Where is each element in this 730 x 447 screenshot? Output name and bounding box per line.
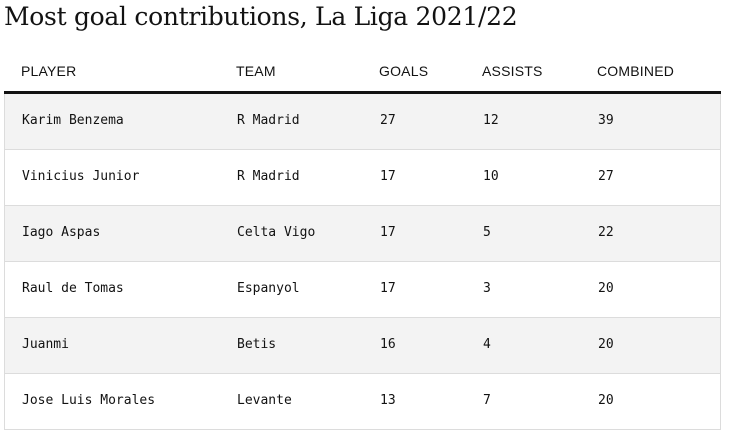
assists-cell: 12 bbox=[483, 113, 499, 128]
team-cell: Celta Vigo bbox=[237, 225, 316, 240]
combined-cell: 20 bbox=[598, 281, 614, 296]
table-row: Vinicius Junior R Madrid 17 10 27 bbox=[4, 150, 721, 206]
table-body: Karim Benzema R Madrid 27 12 39 Vinicius Juni… bbox=[4, 94, 721, 430]
header-team: TEAM bbox=[236, 63, 276, 79]
player-cell: Iago Aspas bbox=[22, 225, 101, 240]
goals-cell: 17 bbox=[380, 169, 396, 184]
table-row: Jose Luis Morales Levante 13 7 20 bbox=[4, 374, 721, 430]
team-cell: Espanyol bbox=[237, 281, 300, 296]
combined-cell: 22 bbox=[598, 225, 614, 240]
player-cell: Raul de Tomas bbox=[22, 281, 124, 296]
header-combined: COMBINED bbox=[597, 63, 675, 79]
assists-cell: 3 bbox=[483, 281, 491, 296]
player-cell: Jose Luis Morales bbox=[22, 393, 156, 408]
assists-cell: 10 bbox=[483, 169, 499, 184]
header-goals: GOALS bbox=[379, 63, 429, 79]
goal-contributions-table: PLAYER TEAM GOALS ASSISTS COMBINED Karim… bbox=[4, 50, 721, 430]
table-header-row: PLAYER TEAM GOALS ASSISTS COMBINED bbox=[4, 50, 721, 94]
assists-cell: 4 bbox=[483, 337, 491, 352]
goals-cell: 16 bbox=[380, 337, 396, 352]
player-cell: Karim Benzema bbox=[22, 113, 124, 128]
goals-cell: 13 bbox=[380, 393, 396, 408]
combined-cell: 39 bbox=[598, 113, 614, 128]
player-cell: Vinicius Junior bbox=[22, 169, 140, 184]
combined-cell: 27 bbox=[598, 169, 614, 184]
header-player: PLAYER bbox=[21, 63, 77, 79]
team-cell: Betis bbox=[237, 337, 277, 352]
table-row: Raul de Tomas Espanyol 17 3 20 bbox=[4, 262, 721, 318]
table-row: Iago Aspas Celta Vigo 17 5 22 bbox=[4, 206, 721, 262]
goals-cell: 27 bbox=[380, 113, 396, 128]
header-assists: ASSISTS bbox=[482, 63, 543, 79]
assists-cell: 5 bbox=[483, 225, 491, 240]
combined-cell: 20 bbox=[598, 337, 614, 352]
team-cell: R Madrid bbox=[237, 169, 300, 184]
player-cell: Juanmi bbox=[22, 337, 69, 352]
table-row: Juanmi Betis 16 4 20 bbox=[4, 318, 721, 374]
table-title: Most goal contributions, La Liga 2021/22 bbox=[4, 2, 518, 31]
table-row: Karim Benzema R Madrid 27 12 39 bbox=[4, 94, 721, 150]
goals-cell: 17 bbox=[380, 225, 396, 240]
goals-cell: 17 bbox=[380, 281, 396, 296]
combined-cell: 20 bbox=[598, 393, 614, 408]
assists-cell: 7 bbox=[483, 393, 491, 408]
team-cell: R Madrid bbox=[237, 113, 300, 128]
team-cell: Levante bbox=[237, 393, 292, 408]
